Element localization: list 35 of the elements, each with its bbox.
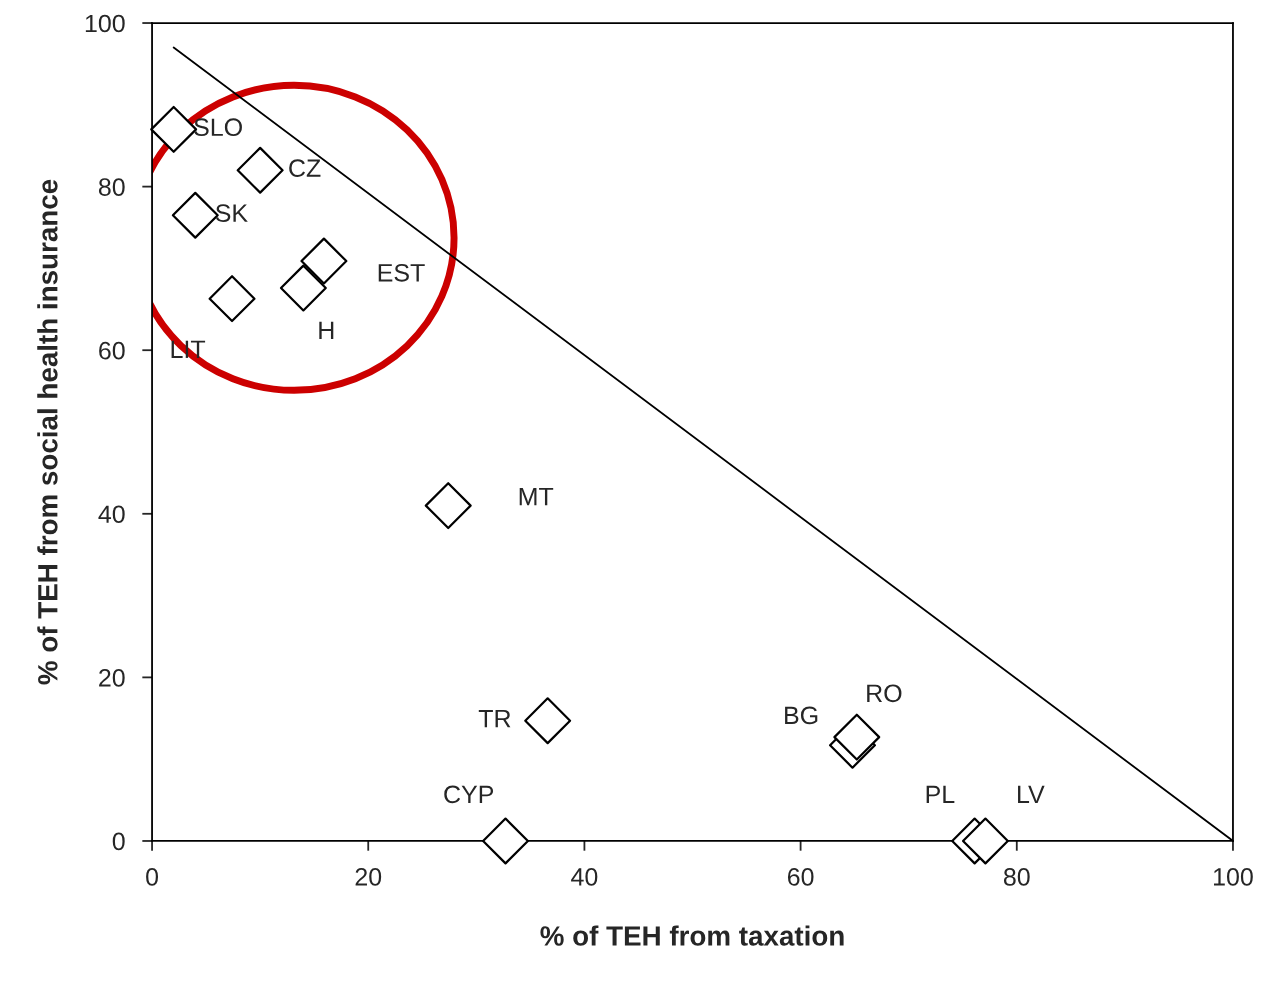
x-tick-label: 20 xyxy=(355,868,382,886)
point xyxy=(300,237,348,285)
point xyxy=(482,817,530,865)
annotation: MT xyxy=(519,487,554,506)
annotation: BG xyxy=(785,706,818,725)
point xyxy=(208,275,256,323)
annotation: LV xyxy=(1018,785,1045,803)
y-tick-label: 20 xyxy=(99,668,125,687)
annotation: H xyxy=(319,321,334,339)
point xyxy=(236,146,284,194)
point xyxy=(524,697,572,745)
y-axis-title: % of TEH from social health insurance xyxy=(37,179,58,685)
point xyxy=(279,264,327,312)
y-tick-label: 0 xyxy=(112,832,125,851)
annotation: SLO xyxy=(194,118,242,137)
point xyxy=(424,482,472,530)
x-axis-title: % of TEH from taxation xyxy=(540,925,844,946)
y-tick-label: 40 xyxy=(98,505,125,524)
point xyxy=(961,817,1009,865)
x-tick-label: 40 xyxy=(571,868,598,886)
x-tick-label: 80 xyxy=(1003,868,1030,886)
annotation: EST xyxy=(378,263,425,282)
y-tick-label: 80 xyxy=(98,178,125,196)
annotation: SK xyxy=(215,204,248,222)
annotation: CYP xyxy=(444,785,494,804)
x-tick-label: 60 xyxy=(787,868,814,886)
annotation: TR xyxy=(478,710,511,728)
x-tick-label: 100 xyxy=(1214,868,1253,886)
annotation: RO xyxy=(867,684,902,703)
x-tick-label: 0 xyxy=(146,868,159,886)
annotation: PL xyxy=(926,785,955,803)
point xyxy=(833,713,881,761)
y-tick-label: 100 xyxy=(85,14,125,33)
annotation: CZ xyxy=(289,159,321,177)
y-tick-label: 60 xyxy=(99,341,125,360)
